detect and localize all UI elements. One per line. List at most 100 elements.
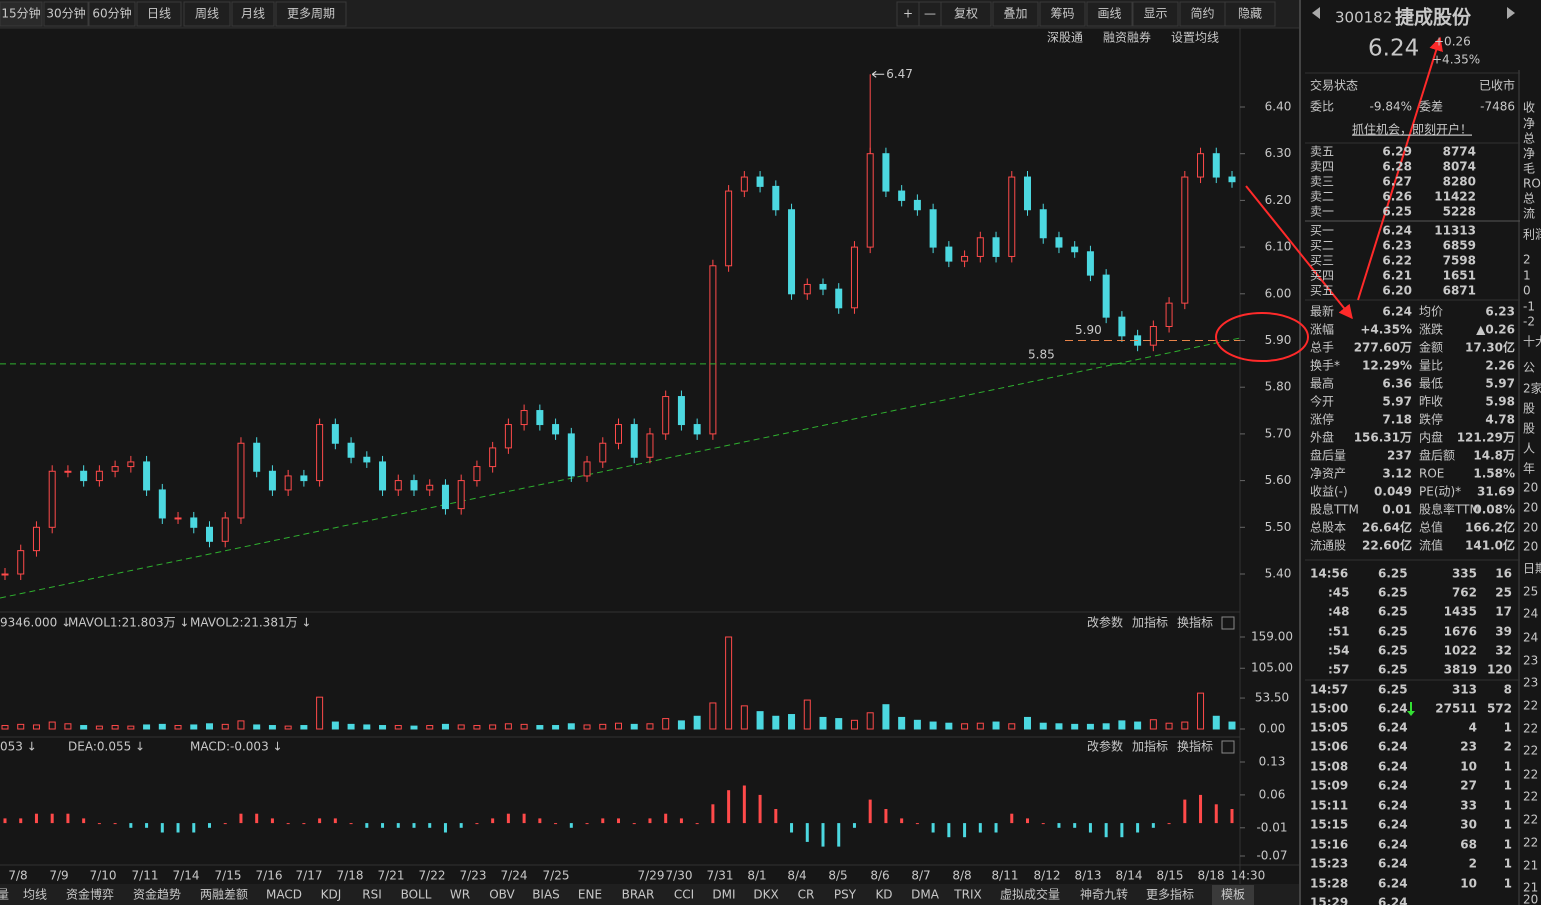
side-strip-text: 股 bbox=[1523, 402, 1535, 416]
tool-button[interactable] bbox=[1132, 1, 1179, 27]
indicator-legend: MACD:-0.003 ↓ bbox=[190, 740, 283, 754]
indicator-tab[interactable]: 更多指标 bbox=[1146, 887, 1194, 902]
indicator-tab[interactable]: CR bbox=[798, 888, 815, 902]
stat-label: 今开 bbox=[1310, 394, 1334, 409]
indicator-tab[interactable]: MACD bbox=[266, 888, 302, 902]
panel-button[interactable]: 改参数 bbox=[1087, 615, 1123, 630]
panel-button[interactable]: 加指标 bbox=[1132, 615, 1168, 630]
close-button[interactable] bbox=[1221, 740, 1235, 754]
volume-bar bbox=[772, 715, 780, 730]
prev-button[interactable] bbox=[1312, 7, 1320, 19]
tool-button[interactable] bbox=[1224, 1, 1276, 27]
indicator-tab[interactable]: ENE bbox=[578, 888, 602, 902]
book-label: 买五 bbox=[1310, 284, 1334, 298]
candle-body bbox=[1197, 153, 1205, 178]
macd-bar bbox=[790, 823, 794, 833]
period-button[interactable] bbox=[88, 1, 136, 27]
indicator-tab[interactable]: 虚拟成交量 bbox=[1000, 887, 1060, 902]
macd-bar bbox=[805, 823, 809, 842]
panel-button[interactable]: 加指标 bbox=[1132, 739, 1168, 754]
candle-body bbox=[111, 466, 119, 472]
indicator-tab[interactable]: WR bbox=[450, 888, 470, 902]
candle-body bbox=[850, 246, 858, 309]
indicator-tab[interactable]: 模板 bbox=[1221, 888, 1245, 902]
indicator-tab[interactable]: DMI bbox=[712, 888, 735, 902]
macd-bar bbox=[1214, 804, 1218, 824]
macd-bar bbox=[381, 823, 385, 828]
indicator-tab[interactable]: DKX bbox=[753, 888, 778, 902]
tool-label: 画线 bbox=[1097, 7, 1121, 21]
sub-tool[interactable]: 设置均线 bbox=[1171, 31, 1219, 45]
macd-bar bbox=[34, 813, 38, 824]
sub-tool[interactable]: 深股通 bbox=[1047, 31, 1083, 45]
indicator-tab[interactable]: 资金博弈 bbox=[66, 887, 114, 902]
indicator-tab[interactable]: DMA bbox=[911, 888, 940, 902]
volume-bar bbox=[284, 725, 292, 730]
tab-selected-bg bbox=[1212, 885, 1254, 905]
tool-button[interactable] bbox=[1039, 1, 1086, 27]
indicator-tab[interactable]: 量 bbox=[0, 888, 9, 902]
side-strip-text: 毛 bbox=[1523, 162, 1535, 176]
period-button[interactable] bbox=[275, 1, 347, 27]
tool-button[interactable] bbox=[1086, 1, 1133, 27]
indicator-tab[interactable]: BIAS bbox=[532, 888, 560, 902]
indicator-tab[interactable]: TRIX bbox=[953, 888, 981, 902]
close-button[interactable] bbox=[1221, 616, 1235, 630]
trade-volume: 4 bbox=[1469, 721, 1477, 735]
indicator-legend: 9346.000 ↓ bbox=[0, 616, 71, 630]
period-button[interactable] bbox=[0, 1, 43, 27]
support-label: 5.90 bbox=[1075, 323, 1102, 337]
trade-volume: 10 bbox=[1460, 877, 1477, 891]
volume-bar bbox=[426, 725, 434, 730]
macd-bar bbox=[239, 813, 243, 824]
stat-value: 3.12 bbox=[1382, 467, 1412, 481]
date-label: 7/21 bbox=[378, 869, 405, 883]
next-button[interactable] bbox=[1507, 7, 1515, 19]
trade-time: :54 bbox=[1328, 644, 1350, 658]
macd-bar bbox=[947, 823, 951, 838]
macd-bar bbox=[223, 823, 227, 825]
period-button[interactable] bbox=[183, 1, 231, 27]
sub-tool[interactable]: 融资融券 bbox=[1103, 30, 1151, 45]
period-button[interactable] bbox=[43, 1, 89, 27]
promo-link[interactable]: 抓住机会，即刻开户！ bbox=[1352, 122, 1472, 137]
candle-body bbox=[1165, 302, 1173, 327]
trade-time: 15:11 bbox=[1310, 799, 1348, 813]
indicator-tab[interactable]: RSI bbox=[362, 888, 382, 902]
trade-count: 25 bbox=[1495, 586, 1512, 600]
volume-bar bbox=[976, 722, 984, 730]
indicator-tab[interactable]: 资金趋势 bbox=[133, 887, 181, 902]
tool-button[interactable] bbox=[1179, 1, 1226, 27]
indicator-tab[interactable]: BOLL bbox=[401, 888, 432, 902]
indicator-tab[interactable]: PSY bbox=[834, 888, 857, 902]
indicator-tab[interactable]: BRAR bbox=[622, 888, 655, 902]
period-button[interactable] bbox=[231, 1, 275, 27]
candle-body bbox=[331, 424, 339, 444]
price-change-pct: +4.35% bbox=[1432, 53, 1480, 67]
macd-bar bbox=[632, 823, 636, 825]
indicator-tab[interactable]: 均线 bbox=[23, 888, 47, 902]
trade-count: 1 bbox=[1504, 877, 1512, 891]
candle-body bbox=[536, 410, 544, 426]
panel-button[interactable]: 改参数 bbox=[1087, 739, 1123, 754]
indicator-tab[interactable]: KD bbox=[875, 888, 892, 902]
stat-label: 换手* bbox=[1310, 359, 1340, 373]
indicator-tab[interactable]: 神奇九转 bbox=[1080, 887, 1128, 902]
stat-label: 净资产 bbox=[1310, 467, 1346, 481]
panel-button[interactable]: 换指标 bbox=[1177, 739, 1213, 754]
indicator-tab[interactable]: KDJ bbox=[321, 888, 342, 902]
book-price: 6.25 bbox=[1382, 205, 1412, 219]
panel-button[interactable]: 换指标 bbox=[1177, 615, 1213, 630]
macd-bar bbox=[129, 823, 133, 828]
indicator-tab[interactable]: 两融差额 bbox=[200, 888, 248, 902]
side-strip-text: 十大 bbox=[1523, 335, 1541, 349]
tool-button[interactable] bbox=[992, 1, 1039, 27]
indicator-tab[interactable]: OBV bbox=[489, 888, 515, 902]
tool-button[interactable] bbox=[940, 1, 992, 27]
side-strip-text: 年 bbox=[1523, 462, 1535, 476]
trade-time: 14:56 bbox=[1310, 567, 1348, 581]
book-volume: 5228 bbox=[1443, 205, 1476, 219]
macd-bar bbox=[286, 823, 290, 825]
period-button[interactable] bbox=[136, 1, 182, 27]
indicator-tab[interactable]: CCI bbox=[674, 888, 694, 902]
